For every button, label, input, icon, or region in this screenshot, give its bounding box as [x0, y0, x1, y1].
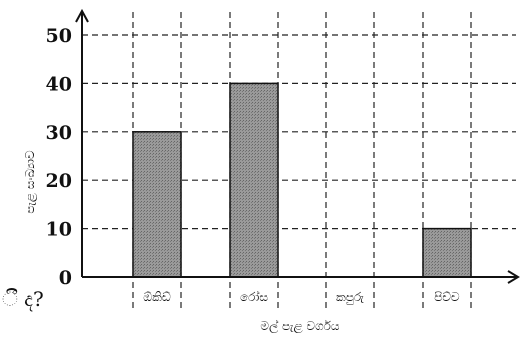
bar-3 — [422, 227, 472, 278]
x-axis-arrow — [507, 270, 520, 284]
y-tick-label-50: 50 — [46, 25, 72, 47]
y-tick-label-30: 30 — [46, 122, 72, 144]
question-fragment-text: ී ද? — [2, 287, 44, 311]
x-category-label-1: රෝස — [240, 290, 268, 304]
y-tick-label-0: 0 — [59, 267, 72, 289]
x-category-label-0: ඕකිඩ් — [143, 290, 171, 304]
bar-1 — [229, 82, 279, 278]
y-tick-label-10: 10 — [46, 219, 72, 241]
y-tick-label-40: 40 — [46, 73, 72, 95]
x-category-label-2: කපුරු — [336, 290, 365, 305]
y-axis-label: පැළ සංඛ්‍යාව — [23, 150, 38, 214]
x-axis-label: මල් පැළ වර්ගය — [260, 319, 339, 334]
y-axis-arrow — [75, 8, 89, 23]
x-category-label-3: පිච්ච — [434, 290, 460, 304]
y-tick-label-20: 20 — [46, 170, 72, 192]
bar-0 — [132, 131, 182, 278]
